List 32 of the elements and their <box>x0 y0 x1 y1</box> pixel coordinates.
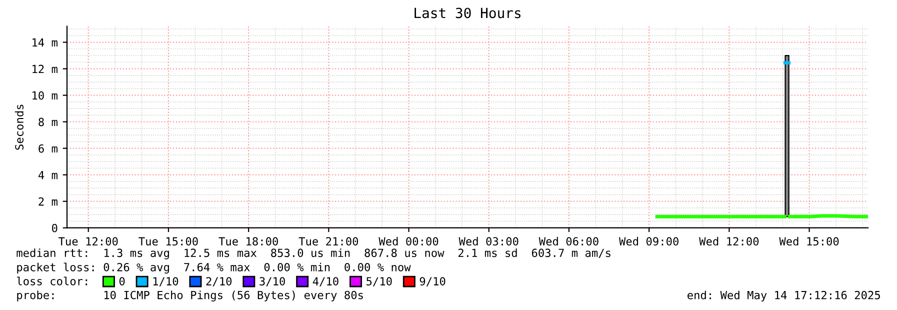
chart-title: Last 30 Hours <box>414 8 520 18</box>
text: packet loss: 0.26 % avg 7.64 % max 0.00 % min 0.00 % now <box>17 262 411 274</box>
y-tick-label: 0 <box>52 224 58 232</box>
y-axis-title: Seconds <box>14 104 24 150</box>
text: median rtt: 1.3 ms avg 12.5 ms max 853.0 us min 867.8 us now 2.1 ms sd 603.7 m am/s <box>16 248 610 260</box>
y-tick-label: 14 m <box>32 38 58 47</box>
legend-label: 0 <box>119 277 125 286</box>
y-tick-label: 10 m <box>32 91 58 100</box>
y-tick-label: 4 m <box>38 170 58 180</box>
text: probe: 10 ICMP Echo Pings (56 Bytes) every 80s <box>17 290 363 302</box>
legend-title: loss color: <box>17 276 88 286</box>
x-tick-label: Tue 15:00 <box>138 237 198 246</box>
y-tick-label: 8 m <box>38 118 58 126</box>
x-tick-label: Wed 03:00 <box>458 236 518 246</box>
x-tick-label: Wed 00:00 <box>378 236 438 246</box>
x-tick-label: Wed 12:00 <box>699 236 759 246</box>
y-tick-label: 2 m <box>38 197 58 206</box>
legend-label: 4/10 <box>312 277 338 286</box>
legend-label: 3/10 <box>260 277 285 286</box>
legend-label: 1/10 <box>153 277 178 286</box>
y-tick-label: 6 m <box>38 144 58 153</box>
x-tick-label: Wed 06:00 <box>538 236 598 246</box>
x-tick-label: Wed 15:00 <box>779 236 839 246</box>
y-tick-label: 12 m <box>32 64 58 74</box>
x-tick-label: Tue 21:00 <box>298 237 358 246</box>
legend-label: 5/10 <box>366 277 392 286</box>
legend-label: 9/10 <box>420 277 446 286</box>
x-tick-label: Tue 12:00 <box>58 237 118 246</box>
legend-label: 2/10 <box>206 277 232 286</box>
x-tick-label: Wed 09:00 <box>618 236 678 246</box>
x-tick-label: Tue 18:00 <box>218 237 278 246</box>
text: end: Wed May 14 17:12:16 2025 <box>688 290 880 302</box>
